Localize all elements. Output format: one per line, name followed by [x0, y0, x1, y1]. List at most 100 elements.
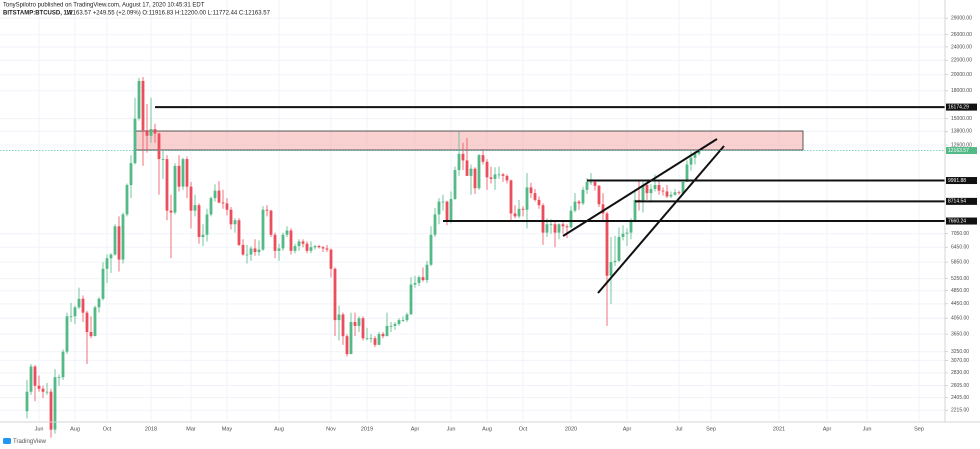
y-tick-label: 4050.00 — [951, 316, 969, 322]
candle-body — [137, 80, 141, 119]
candle-body — [69, 316, 73, 318]
candle-body — [337, 314, 341, 321]
candle-body — [449, 199, 453, 221]
candle-body — [625, 232, 629, 234]
candle-body — [221, 202, 225, 204]
y-tick-label: 29000.00 — [951, 15, 972, 21]
candle-body — [605, 213, 609, 276]
candle-body — [181, 159, 185, 187]
candle-body — [533, 193, 537, 200]
grid — [0, 0, 945, 422]
candle-body — [65, 316, 69, 352]
candle-body — [389, 325, 393, 327]
candle-body — [393, 323, 397, 326]
candle-body — [417, 277, 421, 284]
candle-body — [477, 155, 481, 189]
candle-body — [321, 247, 325, 249]
candle-body — [197, 205, 201, 237]
candle-body — [333, 268, 337, 321]
candle-body — [453, 170, 457, 200]
candle-body — [125, 185, 129, 215]
candle-body — [661, 190, 665, 192]
candle-body — [81, 298, 85, 313]
level-label: 7660.24 — [948, 218, 966, 224]
candle-body — [301, 241, 305, 244]
y-tick-label: 2405.00 — [951, 395, 969, 401]
y-tick-label: 20000.00 — [951, 72, 972, 78]
x-tick-label: 2019 — [361, 426, 373, 432]
candle-body — [109, 254, 113, 259]
candle-body — [593, 181, 597, 186]
candle-body — [353, 322, 357, 326]
candle-body — [589, 181, 593, 183]
level-tag — [946, 217, 977, 225]
candle-body — [357, 318, 361, 326]
candle-body — [257, 249, 261, 253]
x-tick-label: Nov — [326, 426, 336, 432]
candle-body — [129, 163, 133, 186]
candle-body — [697, 150, 701, 154]
candle-body — [289, 230, 293, 251]
last-price-tag — [946, 147, 977, 155]
candle-body — [277, 248, 281, 251]
candle-body — [541, 205, 545, 233]
candle-body — [397, 320, 401, 324]
candle-body — [241, 244, 245, 255]
candle-body — [145, 130, 149, 136]
candle-body — [93, 307, 97, 337]
level-tag — [946, 177, 977, 185]
y-tick-label: 18000.00 — [951, 88, 972, 94]
y-tick-label: 5850.00 — [951, 259, 969, 265]
candle-body — [545, 224, 549, 233]
candle-body — [61, 351, 65, 378]
y-tick-label: 4450.00 — [951, 301, 969, 307]
candle-body — [433, 214, 437, 235]
x-tick-label: Aug — [70, 426, 80, 432]
candle-body — [133, 118, 137, 164]
level-tag — [946, 103, 977, 111]
candle-body — [177, 165, 181, 187]
candle-body — [401, 320, 405, 321]
candle-body — [509, 180, 513, 214]
candle-body — [317, 246, 321, 248]
candle-body — [601, 204, 605, 214]
candle-body — [233, 220, 237, 225]
y-tick-label: 12600.00 — [951, 143, 972, 149]
x-tick-label: Mar — [186, 426, 196, 432]
candle-body — [629, 220, 633, 233]
y-tick-label: 2605.00 — [951, 383, 969, 389]
x-tick-label: Apr — [411, 426, 420, 432]
candle-body — [685, 164, 689, 182]
candle-body — [501, 174, 505, 176]
candle-body — [117, 226, 121, 260]
candle-body — [573, 201, 577, 211]
y-tick-label: 3650.00 — [951, 331, 969, 337]
footer-logo: TradingView — [3, 438, 47, 445]
candle-body — [377, 334, 381, 345]
candle-body — [653, 185, 657, 190]
candle-body — [565, 226, 569, 228]
candle-body — [497, 174, 501, 176]
candle-body — [569, 210, 573, 228]
logo-icon — [3, 438, 11, 444]
candle-body — [313, 246, 317, 248]
candle-body — [253, 248, 257, 253]
y-tick-label: 6450.00 — [951, 245, 969, 251]
candle-body — [385, 325, 389, 337]
candle-body — [57, 377, 61, 379]
candle-body — [649, 189, 653, 194]
candle-body — [581, 189, 585, 204]
candle-body — [169, 210, 173, 213]
y-tick-label: 5250.00 — [951, 276, 969, 282]
level-label: 16174.29 — [948, 104, 969, 110]
y-tick-label: 3070.00 — [951, 358, 969, 364]
candle-body — [41, 388, 45, 392]
candle-body — [265, 209, 269, 211]
x-tick-label: Sep — [706, 426, 716, 432]
candle-body — [345, 336, 349, 355]
candle-body — [309, 247, 313, 251]
candle-body — [425, 264, 429, 281]
candle-body — [165, 159, 169, 211]
candle-body — [457, 153, 461, 171]
